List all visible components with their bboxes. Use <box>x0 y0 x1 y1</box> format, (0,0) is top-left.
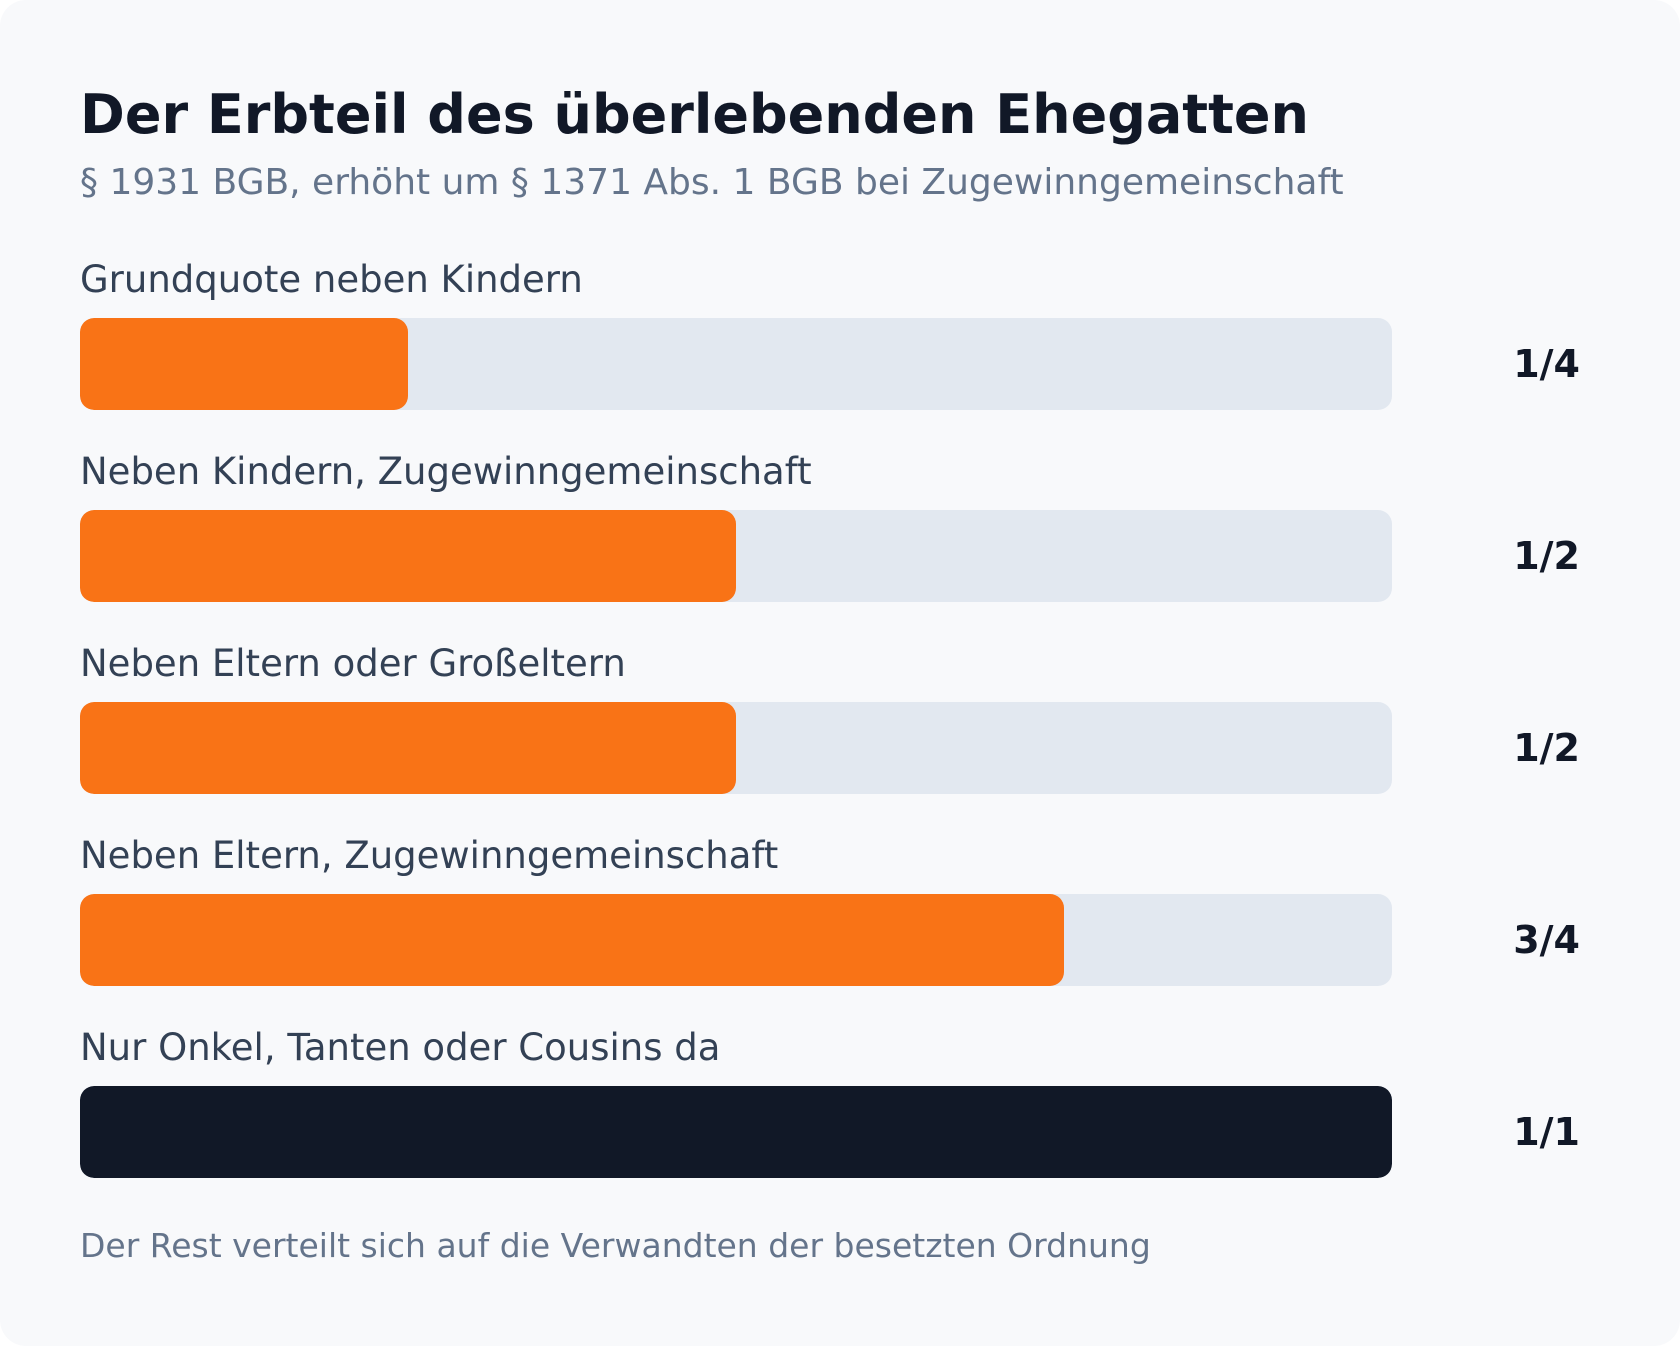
bar-track <box>80 318 1392 410</box>
bar-category-label: Neben Kindern, Zugewinngemeinschaft <box>80 450 812 493</box>
bar-track <box>80 702 1392 794</box>
bar-category-label: Neben Eltern oder Großeltern <box>80 642 626 685</box>
bar-fill <box>80 702 736 794</box>
bar-row: Neben Eltern, Zugewinngemeinschaft 3/4 <box>80 828 1600 1020</box>
bar-row: Nur Onkel, Tanten oder Cousins da 1/1 <box>80 1020 1600 1212</box>
bar-fill <box>80 1086 1392 1178</box>
bar-category-label: Neben Eltern, Zugewinngemeinschaft <box>80 834 779 877</box>
bar-track <box>80 1086 1392 1178</box>
bar-value-label: 3/4 <box>1513 918 1580 962</box>
bar-fill <box>80 894 1064 986</box>
bar-fill <box>80 510 736 602</box>
bar-value-label: 1/2 <box>1513 534 1580 578</box>
bar-track <box>80 894 1392 986</box>
bar-value-label: 1/1 <box>1513 1110 1580 1154</box>
chart-subtitle: § 1931 BGB, erhöht um § 1371 Abs. 1 BGB … <box>80 162 1344 203</box>
bar-category-label: Nur Onkel, Tanten oder Cousins da <box>80 1026 721 1069</box>
bar-value-label: 1/4 <box>1513 342 1580 386</box>
bar-row: Neben Eltern oder Großeltern 1/2 <box>80 636 1600 828</box>
bar-list: Grundquote neben Kindern 1/4 Neben Kindern… <box>80 252 1600 1212</box>
bar-track <box>80 510 1392 602</box>
bar-row: Grundquote neben Kindern 1/4 <box>80 252 1600 444</box>
chart-footnote: Der Rest verteilt sich auf die Verwandte… <box>80 1226 1151 1265</box>
chart-title: Der Erbteil des überlebenden Ehegatten <box>80 83 1310 146</box>
bar-row: Neben Kindern, Zugewinngemeinschaft 1/2 <box>80 444 1600 636</box>
bar-category-label: Grundquote neben Kindern <box>80 258 583 301</box>
bar-value-label: 1/2 <box>1513 726 1580 770</box>
bar-fill <box>80 318 408 410</box>
